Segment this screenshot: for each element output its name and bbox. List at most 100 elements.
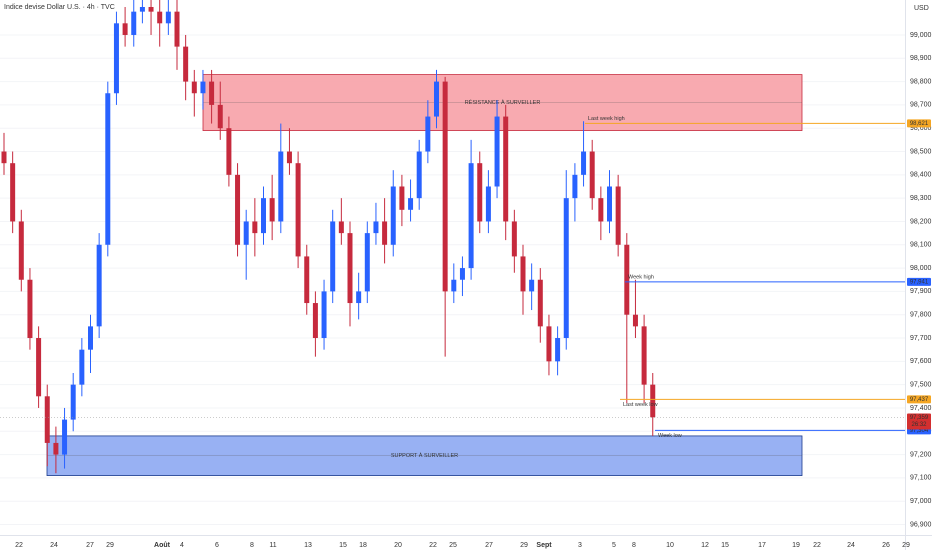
candle-body — [165, 11, 171, 24]
candle-body — [278, 151, 284, 222]
candle-body — [183, 46, 189, 82]
x-tick-label: 12 — [701, 542, 709, 549]
x-tick-label: 20 — [394, 542, 402, 549]
last-price-box — [907, 413, 931, 430]
candle-body — [148, 6, 154, 12]
y-tick-label: 97,700 — [910, 335, 932, 342]
level-price-label: 97,941 — [910, 279, 929, 285]
candle-body — [304, 256, 310, 304]
candle-body — [624, 244, 630, 315]
candle-body — [27, 279, 33, 339]
candle-body — [174, 11, 180, 47]
candle-body — [139, 6, 145, 12]
candle-body — [261, 198, 266, 234]
candle-body — [434, 81, 439, 117]
y-tick-label: 97,900 — [910, 288, 932, 295]
candle-body — [598, 198, 604, 222]
y-tick-label: 98,300 — [910, 195, 932, 202]
candle-body — [555, 338, 561, 362]
x-tick-label: 4 — [180, 542, 184, 549]
x-tick-label: 22 — [429, 542, 437, 549]
candle-body — [295, 163, 301, 257]
y-tick-label: 98,800 — [910, 78, 932, 85]
x-tick-label: 15 — [339, 542, 347, 549]
candle-body — [468, 163, 474, 269]
candle-body — [581, 151, 587, 175]
candle-body — [529, 279, 535, 292]
candle-body — [382, 221, 388, 245]
zone-label: RÉSISTANCE À SURVEILLER — [465, 99, 541, 106]
level-price-box — [907, 277, 931, 286]
x-tick-label: 5 — [612, 542, 616, 549]
x-tick-label: Août — [154, 542, 171, 549]
candle-body — [36, 338, 42, 397]
candle-body — [286, 151, 292, 164]
plot-area: RÉSISTANCE À SURVEILLER SUPPORT À SURVEIL… — [0, 0, 905, 526]
x-tick-label: 27 — [485, 542, 493, 549]
y-tick-label: 99,000 — [910, 32, 932, 39]
candle-body — [18, 221, 24, 280]
y-tick-label: 97,500 — [910, 381, 932, 388]
y-tick-label: 98,600 — [910, 125, 932, 132]
candle-body — [641, 326, 647, 385]
candle-body — [157, 11, 163, 24]
y-tick-label: 98,100 — [910, 242, 932, 249]
candle-body — [200, 81, 206, 94]
x-tick-label: Sept — [536, 542, 552, 549]
candle-body — [416, 151, 422, 199]
candle-body — [226, 128, 232, 175]
candle-body — [607, 186, 612, 222]
x-tick-label: 8 — [250, 542, 254, 549]
x-tick-label: 26 — [882, 542, 890, 549]
candle-body — [650, 384, 656, 418]
candle-body — [347, 233, 353, 304]
x-tick-label: 17 — [758, 542, 766, 549]
x-tick-label: 22 — [15, 542, 23, 549]
level-price-box — [907, 119, 931, 128]
candle-body — [10, 163, 16, 222]
candle-body — [96, 244, 102, 327]
x-tick-label: 15 — [721, 542, 729, 549]
y-tick-label: 98,900 — [910, 55, 932, 62]
candle-body — [1, 151, 7, 164]
x-tick-label: 6 — [215, 542, 219, 549]
candle-body — [209, 81, 215, 105]
y-tick-label: 96,900 — [910, 521, 932, 528]
candle-body — [122, 23, 128, 35]
candle-body — [79, 349, 85, 385]
candle-body — [364, 233, 370, 292]
candle-body — [537, 279, 543, 327]
candle-body — [459, 268, 465, 280]
candle-body — [330, 221, 336, 292]
x-tick-label: 3 — [578, 542, 582, 549]
level-price-box — [907, 395, 931, 404]
last-price-label: 97,359 — [910, 415, 929, 421]
candle-body — [312, 303, 318, 339]
candle-body — [373, 221, 379, 234]
level-price-label: 97,437 — [910, 397, 929, 403]
y-tick-label: 98,700 — [910, 102, 932, 109]
level-name: Last week low — [623, 402, 658, 408]
candle-body — [44, 396, 50, 443]
chart-title: Indice devise Dollar U.S. · 4h · TVC — [4, 4, 115, 11]
candle-body — [390, 186, 396, 245]
y-tick-label: 98,400 — [910, 172, 932, 179]
candle-body — [485, 186, 491, 222]
x-tick-label: 29 — [902, 542, 910, 549]
candle-body — [399, 186, 405, 210]
x-tick-label: 29 — [106, 542, 114, 549]
candle-body — [615, 186, 621, 245]
x-tick-label: 18 — [359, 542, 367, 549]
level-price-label: 98,621 — [910, 121, 929, 127]
y-tick-label: 98,500 — [910, 148, 932, 155]
currency: USD — [914, 5, 929, 12]
candle-body — [503, 116, 509, 222]
candle-body — [563, 198, 569, 339]
x-tick-label: 10 — [666, 542, 674, 549]
candle-body — [546, 326, 552, 362]
x-tick-label: 22 — [813, 542, 821, 549]
level-price-label: 97,304 — [910, 428, 929, 434]
y-tick-label: 97,100 — [910, 475, 932, 482]
level-name: Last week high — [588, 116, 625, 122]
